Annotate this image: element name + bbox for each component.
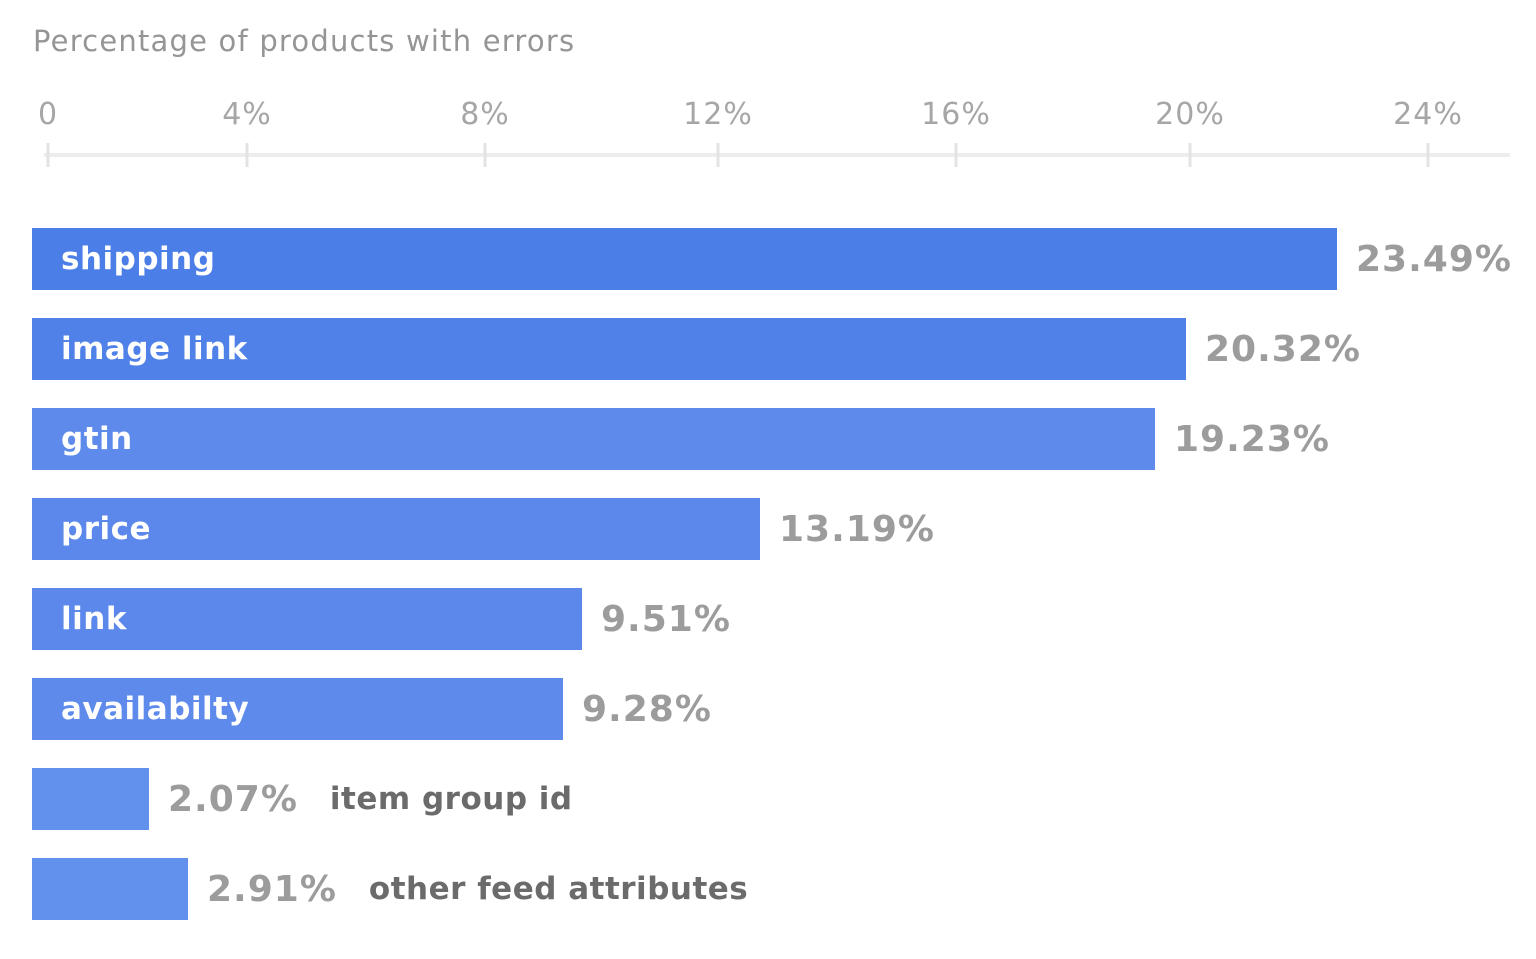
x-axis-tick-label: 8% xyxy=(460,97,510,132)
bar: price xyxy=(32,498,760,560)
x-axis-tick-mark xyxy=(46,143,50,167)
x-axis-tick-label: 12% xyxy=(683,97,753,132)
category-label: gtin xyxy=(61,421,133,457)
value-label: 13.19% xyxy=(779,508,935,550)
value-label: 23.49% xyxy=(1356,238,1512,280)
bar-row: shipping 23.49% xyxy=(32,228,1536,290)
x-axis-tick-label: 0 xyxy=(37,97,59,132)
category-label: price xyxy=(61,511,152,547)
category-label: availabilty xyxy=(61,691,250,727)
bar-row: image link 20.32% xyxy=(32,318,1536,380)
x-axis-tick-label: 4% xyxy=(222,97,272,132)
category-label: image link xyxy=(61,331,248,367)
x-axis-tick-mark xyxy=(954,143,958,167)
value-label: 2.07% xyxy=(168,778,298,820)
value-label: 19.23% xyxy=(1174,418,1330,460)
bar: link xyxy=(32,588,582,650)
x-axis-tick-label: 16% xyxy=(921,97,991,132)
value-label: 2.91% xyxy=(207,868,337,910)
bar: image link xyxy=(32,318,1186,380)
x-axis-tick-mark xyxy=(483,143,487,167)
x-axis-tick-mark xyxy=(1188,143,1192,167)
bar xyxy=(32,858,188,920)
bar: availabilty xyxy=(32,678,563,740)
bar-row: link 9.51% xyxy=(32,588,1536,650)
bar-row: availabilty 9.28% xyxy=(32,678,1536,740)
category-label: other feed attributes xyxy=(368,871,749,907)
x-axis-line xyxy=(44,153,1510,157)
bar-row: gtin 19.23% xyxy=(32,408,1536,470)
x-axis-tick-mark xyxy=(1426,143,1430,167)
x-axis-tick-mark xyxy=(245,143,249,167)
bar-row: price 13.19% xyxy=(32,498,1536,560)
bar-row: 2.07% item group id xyxy=(32,768,1536,830)
value-label: 9.28% xyxy=(582,688,712,730)
bar-row: 2.91% other feed attributes xyxy=(32,858,1536,920)
x-axis-tick-label: 24% xyxy=(1393,97,1463,132)
bar: shipping xyxy=(32,228,1337,290)
x-axis-tick-mark xyxy=(716,143,720,167)
x-axis-tick-label: 20% xyxy=(1155,97,1225,132)
bar-chart-rows: shipping 23.49% image link 20.32% gtin 19.23%… xyxy=(32,228,1536,948)
category-label: link xyxy=(61,601,127,637)
bar xyxy=(32,768,149,830)
bar: gtin xyxy=(32,408,1155,470)
value-label: 20.32% xyxy=(1205,328,1361,370)
chart-title: Percentage of products with errors xyxy=(33,24,576,58)
category-label: shipping xyxy=(61,241,216,277)
category-label: item group id xyxy=(329,781,573,817)
value-label: 9.51% xyxy=(601,598,731,640)
